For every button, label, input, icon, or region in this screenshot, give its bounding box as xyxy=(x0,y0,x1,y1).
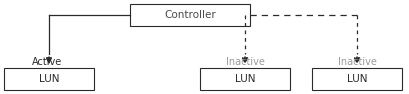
Bar xyxy=(130,4,250,26)
Text: LUN: LUN xyxy=(347,74,367,84)
Text: Active: Active xyxy=(32,57,62,67)
Text: LUN: LUN xyxy=(39,74,59,84)
Text: Controller: Controller xyxy=(164,10,216,20)
Text: Inactive: Inactive xyxy=(225,57,265,67)
Bar xyxy=(312,68,402,90)
Text: Inactive: Inactive xyxy=(337,57,376,67)
Text: LUN: LUN xyxy=(235,74,255,84)
Bar xyxy=(200,68,290,90)
Bar xyxy=(4,68,94,90)
